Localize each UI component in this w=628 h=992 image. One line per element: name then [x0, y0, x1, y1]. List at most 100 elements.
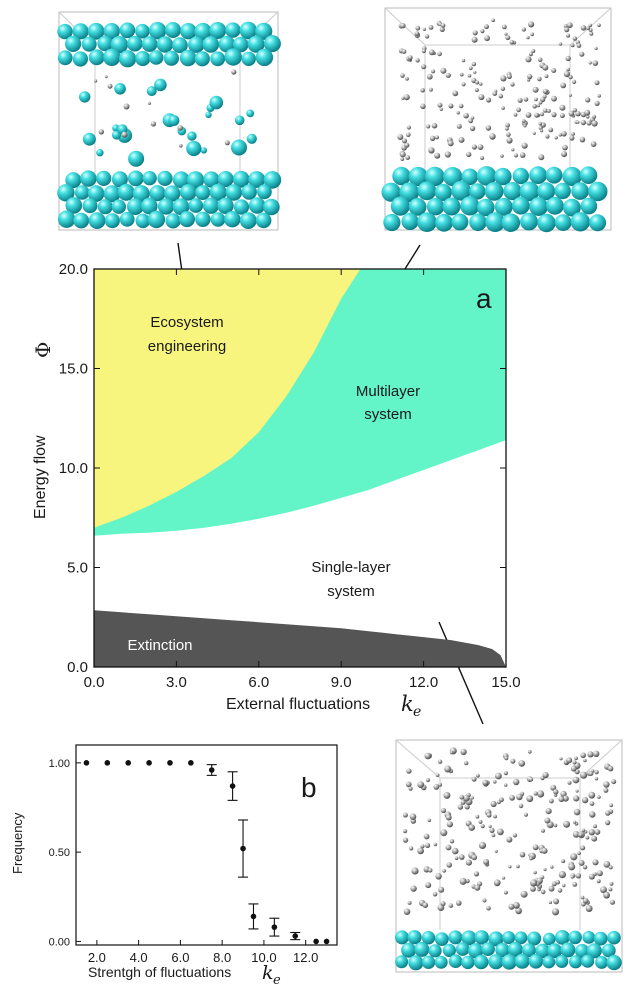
- grey-particle: [513, 153, 519, 158]
- grey-particle: [484, 24, 489, 30]
- data-point: [313, 938, 319, 945]
- cyan-sphere: [210, 51, 226, 67]
- cyan-sphere: [141, 197, 158, 215]
- grey-particle: [434, 135, 439, 140]
- grey-particle: [594, 777, 599, 781]
- grey-particle: [405, 76, 409, 81]
- cyan-sphere: [494, 167, 512, 186]
- grey-particle: [447, 140, 454, 147]
- grey-particle: [516, 107, 521, 113]
- grey-particle: [603, 891, 610, 899]
- grey-particle: [429, 135, 436, 141]
- grey-particle: [542, 88, 549, 94]
- grey-particle: [433, 784, 440, 790]
- cyan-sphere: [187, 131, 197, 141]
- grey-particle: [443, 791, 451, 799]
- cyan-sphere: [148, 50, 164, 65]
- grey-particle: [411, 867, 419, 875]
- cyan-sphere: [443, 167, 463, 187]
- grey-particle: [592, 824, 598, 829]
- y-tick-label: 10.0: [59, 460, 88, 477]
- cyan-sphere: [529, 166, 547, 185]
- grey-particle: [444, 151, 451, 158]
- grey-particle: [476, 773, 480, 778]
- grey-particle: [439, 107, 443, 112]
- cyan-sphere: [537, 213, 556, 233]
- cyan-sphere: [114, 83, 126, 95]
- grey-particle: [104, 75, 108, 79]
- cyan-sphere: [239, 21, 257, 40]
- cyan-sphere: [248, 171, 266, 188]
- grey-particle: [525, 56, 532, 63]
- cyan-sphere: [217, 171, 234, 187]
- grey-particle: [559, 104, 566, 111]
- data-point: [208, 767, 215, 773]
- grey-particle: [607, 765, 614, 772]
- grey-particle: [573, 820, 577, 824]
- grey-particle: [571, 132, 575, 136]
- cyan-sphere: [434, 183, 452, 201]
- grey-particle: [605, 810, 611, 816]
- cyan-sphere: [555, 955, 569, 968]
- cyan-sphere: [527, 931, 542, 946]
- grey-particle: [568, 74, 573, 80]
- cyan-sphere: [537, 182, 556, 201]
- cyan-sphere: [560, 942, 576, 958]
- cyan-sphere: [65, 35, 82, 53]
- grey-particle: [440, 807, 447, 814]
- grey-particle: [600, 886, 607, 894]
- data-point: [146, 760, 152, 766]
- cyan-sphere: [79, 91, 91, 103]
- cyan-sphere: [195, 211, 211, 227]
- grey-particle: [458, 136, 465, 143]
- single-layer-snapshot: [395, 739, 623, 973]
- cyan-sphere: [606, 955, 622, 971]
- panel-b-letter: b: [301, 772, 317, 803]
- cyan-sphere: [231, 139, 247, 156]
- grey-particle: [548, 885, 555, 892]
- grey-particle: [425, 842, 431, 849]
- grey-particle: [98, 129, 105, 135]
- cyan-sphere: [461, 168, 479, 186]
- panel-b-x-axis-subscript: e: [273, 973, 281, 988]
- panel-b-x-axis-symbol: k: [262, 962, 274, 984]
- data-point: [292, 933, 299, 939]
- grey-particle: [477, 144, 484, 151]
- grey-particle: [502, 24, 507, 30]
- cyan-sphere: [434, 955, 448, 969]
- region-label-extinction: Extinction: [127, 637, 192, 654]
- grey-particle: [442, 868, 446, 873]
- grey-particle: [427, 868, 433, 873]
- x-tick-label: 3.0: [166, 674, 187, 691]
- grey-particle: [551, 112, 557, 118]
- grey-particle: [506, 132, 511, 137]
- grey-particle: [513, 901, 520, 909]
- cyan-sphere: [194, 22, 212, 41]
- grey-particle: [497, 828, 504, 836]
- cyan-sphere: [88, 49, 105, 66]
- grey-particle: [564, 27, 570, 33]
- grey-particle: [538, 121, 543, 126]
- grey-particle: [586, 26, 591, 31]
- grey-particle: [568, 110, 575, 117]
- grey-particle: [404, 142, 410, 148]
- grey-particle: [123, 103, 130, 110]
- grey-particle: [555, 880, 560, 885]
- grey-particle: [506, 137, 513, 144]
- grey-particle: [521, 27, 527, 32]
- grey-particle: [565, 55, 571, 62]
- y-tick-label: 1.00: [49, 758, 70, 770]
- grey-particle: [585, 97, 591, 103]
- grey-particle: [584, 109, 591, 116]
- grey-particle: [464, 804, 470, 810]
- grey-particle: [231, 69, 237, 75]
- cyan-sphere: [186, 171, 205, 189]
- grey-particle: [438, 782, 443, 787]
- grey-particle: [516, 864, 520, 869]
- grey-particle: [502, 876, 506, 880]
- grey-particle: [566, 33, 571, 38]
- cyan-sphere: [607, 930, 621, 945]
- grey-particle: [578, 833, 583, 837]
- grey-particle: [401, 138, 408, 144]
- cyan-sphere: [451, 213, 469, 231]
